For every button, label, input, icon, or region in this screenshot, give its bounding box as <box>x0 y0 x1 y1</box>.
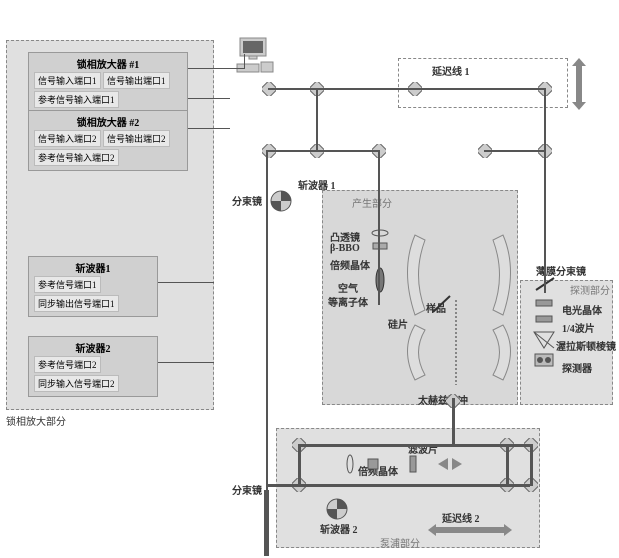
chopper-icon <box>326 498 348 520</box>
plasma-label: 等离子体 <box>328 294 368 309</box>
chopper2-port0: 参考信号端口2 <box>34 356 101 373</box>
delay2-label: 延迟线 2 <box>442 510 480 525</box>
qwp-label: 1/4波片 <box>562 320 595 335</box>
signal-line <box>158 362 214 363</box>
parabolic-mirrors-icon <box>400 220 518 390</box>
beam-line <box>506 444 509 486</box>
beam-line <box>452 444 532 447</box>
chopper-box-2: 斩波器2 参考信号端口2 同步输入信号端口2 <box>28 336 158 397</box>
lockin2-port0: 信号输入端口2 <box>34 130 101 147</box>
bbo-label: β-BBO <box>330 243 360 254</box>
splitter2-label: 分束镜 <box>232 482 262 497</box>
pump-label: 泵浦部分 <box>380 535 420 550</box>
beam-line <box>268 150 380 152</box>
beam-line <box>544 88 546 293</box>
delay2-arrow-icon <box>428 524 512 536</box>
beam-line <box>452 398 455 446</box>
beam-line <box>318 88 414 90</box>
chopper-icon <box>270 190 292 212</box>
air-label: 空气 <box>338 280 358 295</box>
detector-label: 探测器 <box>562 360 592 375</box>
delay1-arrow-icon <box>572 58 586 110</box>
chopper1-title: 斩波器1 <box>34 260 152 275</box>
lockin-amp-2: 锁相放大器 #2 信号输入端口2 信号输出端口2 参考信号输入端口2 <box>28 110 188 171</box>
wollaston-label: 渥拉斯顿棱镜 <box>556 338 616 353</box>
beam-line <box>298 444 301 486</box>
lockin1-port0: 信号输入端口1 <box>34 72 101 89</box>
lockin2-port2: 参考信号输入端口2 <box>34 149 119 166</box>
beam-line <box>316 88 318 150</box>
beam-line <box>264 490 269 556</box>
signal-line <box>244 54 245 69</box>
delay1-label: 延迟线 1 <box>432 63 470 78</box>
lockin2-title: 锁相放大器 #2 <box>34 114 182 129</box>
lockin1-port2: 参考信号输入端口1 <box>34 91 119 108</box>
detection-label: 探测部分 <box>570 282 610 297</box>
lens-label: 凸透镜 <box>330 229 360 244</box>
chopper-inline1-label: 斩波器 1 <box>298 177 336 192</box>
chopper1-port1: 同步输出信号端口1 <box>34 295 119 312</box>
pump-optics-icon <box>340 452 480 476</box>
splitter1-label: 分束镜 <box>232 193 262 208</box>
thz-label: 太赫兹脉冲 <box>418 392 468 407</box>
signal-line <box>188 128 230 129</box>
generation-label: 产生部分 <box>352 195 392 210</box>
chopper2-title: 斩波器2 <box>34 340 152 355</box>
signal-line <box>158 282 214 283</box>
lockin2-port1: 信号输出端口2 <box>103 130 170 147</box>
lockin1-port1: 信号输出端口1 <box>103 72 170 89</box>
computer-icon <box>235 36 275 79</box>
chopper-box-1: 斩波器1 参考信号端口1 同步输出信号端口1 <box>28 256 158 317</box>
lockin1-title: 锁相放大器 #1 <box>34 56 182 71</box>
generation-optics-icon <box>370 225 390 315</box>
chopper2-port1: 同步输入信号端口2 <box>34 375 119 392</box>
beam-line <box>530 444 533 486</box>
chopper1-port0: 参考信号端口1 <box>34 276 101 293</box>
lockin-section-label-h: 锁相放大部分 <box>6 413 66 428</box>
eo-label: 电光晶体 <box>562 302 602 317</box>
detection-optics-icon <box>530 296 558 376</box>
signal-line <box>188 98 230 99</box>
doubling-label: 倍频晶体 <box>330 257 370 272</box>
beam-line <box>414 88 544 90</box>
beam-line <box>268 88 316 90</box>
signal-line <box>188 68 244 69</box>
beam-line <box>268 484 530 487</box>
chopper-inline2-label: 斩波器 2 <box>320 521 358 536</box>
beam-line <box>378 150 380 305</box>
beam-line <box>484 150 544 152</box>
